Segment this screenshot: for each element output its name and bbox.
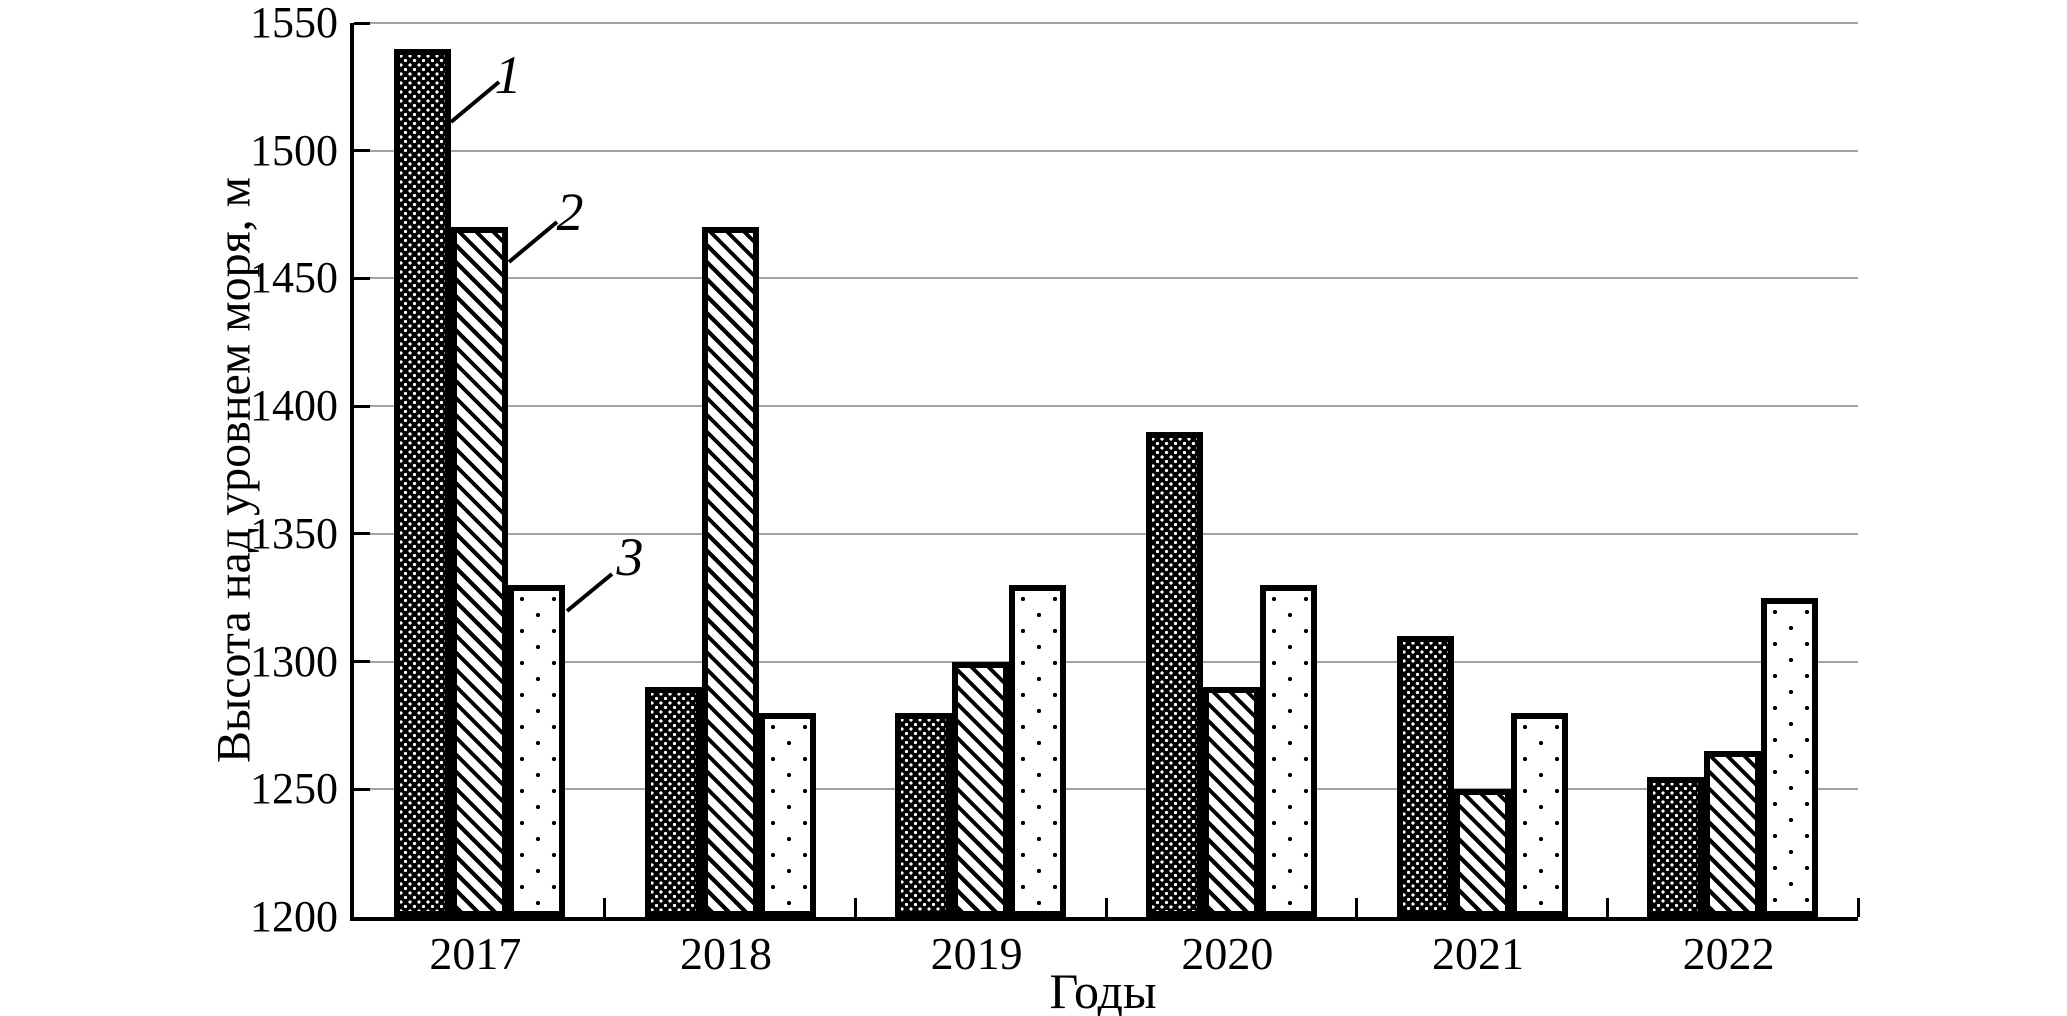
x-tick-label-2017: 2017	[429, 928, 522, 979]
callout-line-3	[565, 572, 614, 613]
y-tick-1350	[354, 532, 370, 536]
y-tick-label-1450: 1450	[250, 253, 338, 303]
x-tick-label-2019: 2019	[930, 928, 1023, 979]
bar-2022-series-2	[1704, 750, 1762, 917]
y-tick-label-1300: 1300	[250, 636, 338, 686]
bar-2019-series-2	[952, 661, 1010, 917]
x-tick-label-2022: 2022	[1682, 928, 1775, 979]
bar-2019-series-1	[895, 712, 953, 917]
bar-2018-series-2	[701, 227, 759, 917]
bar-2018-series-1	[644, 687, 702, 917]
x-tick-label-2020: 2020	[1181, 928, 1274, 979]
y-tick-1550	[354, 21, 370, 25]
x-boundary-tick-5	[1605, 898, 1609, 917]
y-tick-label-1200: 1200	[250, 892, 338, 941]
y-tick-1450	[354, 276, 370, 280]
x-boundary-tick-2	[853, 898, 857, 917]
callout-line-1	[449, 80, 501, 124]
bar-2017-series-1	[393, 48, 451, 917]
y-tick-label-1250: 1250	[250, 764, 338, 814]
bar-2021-series-2	[1453, 789, 1511, 917]
gridline-1400	[354, 405, 1858, 408]
y-tick-label-1350: 1350	[250, 508, 338, 558]
gridline-1450	[354, 277, 1858, 280]
bar-2017-series-3	[507, 584, 565, 917]
y-tick-label-1550: 1550	[250, 0, 338, 47]
y-tick-1400	[354, 404, 370, 408]
bar-2020-series-3	[1259, 584, 1317, 917]
bar-2017-series-2	[450, 227, 508, 917]
x-boundary-tick-3	[1104, 898, 1108, 917]
callout-line-2	[507, 220, 559, 264]
y-tick-1500	[354, 149, 370, 153]
y-tick-label-1500: 1500	[250, 125, 338, 175]
x-boundary-tick-4	[1355, 898, 1359, 917]
gridline-1300	[354, 660, 1858, 663]
bar-2019-series-3	[1009, 584, 1067, 917]
y-tick-1300	[354, 660, 370, 664]
bar-2022-series-3	[1761, 597, 1819, 917]
gridline-1250	[354, 788, 1858, 791]
y-tick-label-1400: 1400	[250, 381, 338, 431]
x-boundary-tick-1	[603, 898, 607, 917]
series-callout-label-2: 2	[556, 182, 584, 242]
bar-2022-series-1	[1647, 776, 1705, 917]
bar-2020-series-1	[1145, 431, 1203, 917]
bar-2021-series-1	[1396, 636, 1454, 917]
x-tick-label-2021: 2021	[1432, 928, 1524, 979]
plot-area: 1 2 3	[350, 21, 1860, 921]
x-tick-label-2018: 2018	[680, 928, 772, 979]
series-callout-label-3: 3	[616, 527, 644, 587]
gridline-1550	[354, 22, 1858, 24]
series-callout-label-1: 1	[494, 45, 522, 105]
x-axis-title: Годы	[1049, 963, 1157, 1016]
gridline-1350	[354, 532, 1858, 535]
bar-2020-series-2	[1202, 687, 1260, 917]
x-boundary-tick-6	[1856, 898, 1860, 917]
bar-2018-series-3	[758, 712, 816, 917]
bar-2021-series-3	[1510, 712, 1568, 917]
gridline-1500	[354, 149, 1858, 152]
y-tick-1250	[354, 787, 370, 791]
callout-leader-lines	[449, 80, 614, 613]
